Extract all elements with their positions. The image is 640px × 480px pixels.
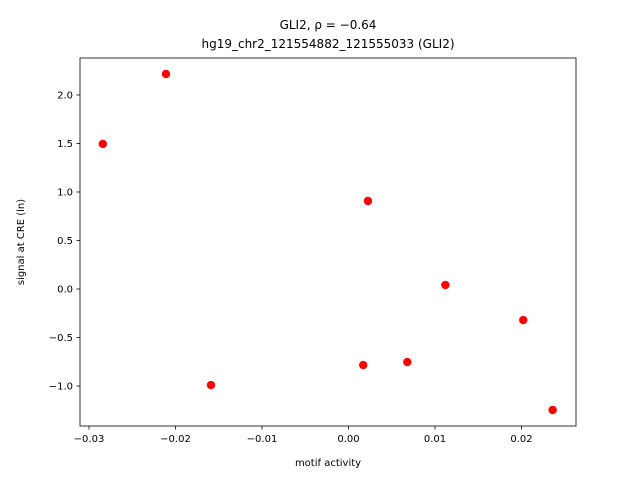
point: [441, 280, 450, 290]
point: [98, 139, 108, 149]
x-tick-label: −0.02: [160, 434, 191, 445]
point: [161, 69, 171, 79]
x-tick-label: 0.00: [337, 434, 359, 445]
point: [403, 357, 412, 367]
y-tick-label: 0.5: [57, 236, 73, 247]
x-tick-label: −0.03: [74, 434, 105, 445]
y-tick-label: 1.5: [57, 139, 73, 150]
chart-title: GLI2, ρ = −0.64: [280, 18, 377, 32]
y-axis-label: signal at CRE (ln): [16, 199, 27, 285]
point: [363, 196, 373, 206]
chart-subtitle: hg19_chr2_121554882_121555033 (GLI2): [201, 37, 454, 51]
y-tick-label: 0.0: [57, 285, 73, 296]
plot-frame: [79, 57, 577, 427]
y-tick-label: 2.0: [57, 90, 73, 101]
point: [359, 360, 368, 370]
x-axis-label: motif activity: [295, 458, 361, 469]
x-tick-label: 0.02: [510, 434, 532, 445]
point: [548, 405, 557, 415]
y-tick-label: −1.0: [49, 382, 73, 393]
x-tick-label: 0.01: [424, 434, 446, 445]
y-tick-label: −0.5: [49, 333, 73, 344]
point: [206, 380, 216, 390]
x-tick-label: −0.01: [247, 434, 278, 445]
y-tick-label: 1.0: [57, 187, 73, 198]
point: [519, 315, 528, 325]
